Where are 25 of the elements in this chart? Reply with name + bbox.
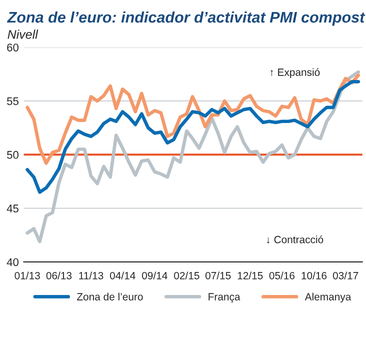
- x-tick-label: 01/13: [14, 272, 40, 280]
- y-tick-label: 60: [7, 44, 18, 52]
- legend-label: Alemanya: [304, 292, 352, 302]
- legend-label: França: [208, 293, 240, 303]
- x-tick-label: 11/13: [79, 272, 104, 280]
- x-tick-label: 03/17: [332, 272, 358, 280]
- line-series: [26, 70, 360, 244]
- x-tick-label: 05/16: [269, 272, 295, 280]
- x-tick-label: 10/16: [302, 272, 327, 280]
- chart-subtitle: Nivell: [8, 30, 38, 39]
- chart-title: Zona de l’euro: indicador d’activitat PMI compost: [6, 11, 366, 26]
- annotation: ↑ Expansió: [270, 68, 320, 78]
- x-tick-label: 07/15: [205, 272, 231, 280]
- y-tick-label: 55: [7, 97, 18, 106]
- x-tick-label: 09/14: [142, 272, 168, 280]
- x-tick-label: 02/15: [174, 272, 200, 280]
- x-tick-label: 04/14: [110, 272, 136, 280]
- annotation: ↓ Contracció: [267, 236, 324, 244]
- legend-label: Zona de l’euro: [76, 292, 143, 300]
- y-tick-label: 50: [7, 150, 18, 159]
- x-tick-label: 06/13: [46, 272, 72, 280]
- x-tick-label: 12/15: [238, 272, 263, 280]
- y-tick-label: 40: [6, 258, 18, 266]
- y-tick-label: 45: [6, 204, 18, 212]
- line-series: [26, 80, 360, 194]
